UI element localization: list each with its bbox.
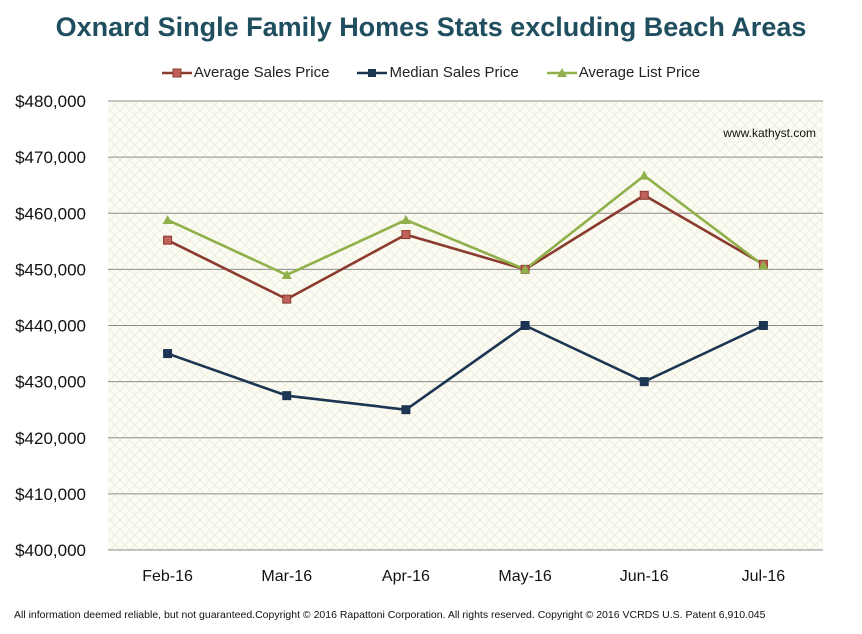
- series-line-average-list-price: [167, 174, 765, 277]
- data-point-median-sales-price: [401, 405, 411, 415]
- x-tick-label: Jul-16: [742, 568, 786, 585]
- x-tick-label: Mar-16: [261, 568, 312, 585]
- y-tick-label: $440,000: [15, 317, 86, 336]
- series-line-average-sales-price: [167, 193, 765, 301]
- data-point-average-list-price: [281, 269, 292, 279]
- legend-item-median-sales-price: Median Sales Price: [357, 64, 519, 81]
- y-tick-label: $480,000: [15, 92, 86, 111]
- x-tick-label: May-16: [498, 568, 551, 585]
- legend-label-average-list-price: Average List Price: [578, 64, 701, 81]
- data-point-average-sales-price: [163, 235, 173, 245]
- y-tick-label: $470,000: [15, 148, 86, 167]
- legend-marker-average-sales-price: [161, 68, 192, 77]
- series-line-median-sales-price: [167, 324, 764, 411]
- data-point-average-sales-price: [401, 230, 411, 240]
- watermark-annotation: www.kathyst.com: [722, 126, 816, 140]
- data-point-median-sales-price: [163, 349, 173, 359]
- data-point-median-sales-price: [639, 377, 649, 387]
- chart-title: Oxnard Single Family Homes Stats excludi…: [55, 12, 807, 42]
- x-tick-label: Feb-16: [142, 568, 193, 585]
- legend-marker-median-sales-price: [357, 68, 388, 77]
- y-tick-label: $430,000: [15, 373, 86, 392]
- data-point-median-sales-price: [520, 321, 530, 330]
- x-tick-label: Apr-16: [382, 568, 430, 585]
- footer-disclaimer: All information deemed reliable, but not…: [14, 609, 766, 621]
- legend-item-average-sales-price: Average Sales Price: [161, 64, 330, 81]
- legend-label-average-sales-price: Average Sales Price: [193, 64, 330, 81]
- legend-marker-average-list-price: [546, 67, 577, 77]
- data-point-average-sales-price: [639, 190, 649, 200]
- data-point-average-list-price: [639, 170, 650, 180]
- data-point-median-sales-price: [758, 321, 768, 330]
- y-tick-label: $410,000: [15, 485, 86, 504]
- data-point-median-sales-price: [282, 391, 292, 401]
- y-tick-label: $420,000: [15, 429, 86, 448]
- legend-label-median-sales-price: Median Sales Price: [389, 64, 519, 81]
- y-tick-label: $400,000: [15, 541, 86, 560]
- legend: Average Sales Price Median Sales Price A…: [0, 64, 862, 81]
- x-tick-label: Jun-16: [620, 568, 669, 585]
- y-tick-label: $450,000: [15, 260, 86, 279]
- data-point-average-sales-price: [282, 294, 292, 304]
- y-tick-label: $460,000: [15, 204, 86, 223]
- data-point-average-list-price: [162, 214, 173, 224]
- data-point-average-list-price: [520, 264, 531, 274]
- data-point-average-list-price: [758, 260, 769, 270]
- data-point-average-list-price: [400, 214, 411, 224]
- legend-item-average-list-price: Average List Price: [546, 64, 701, 81]
